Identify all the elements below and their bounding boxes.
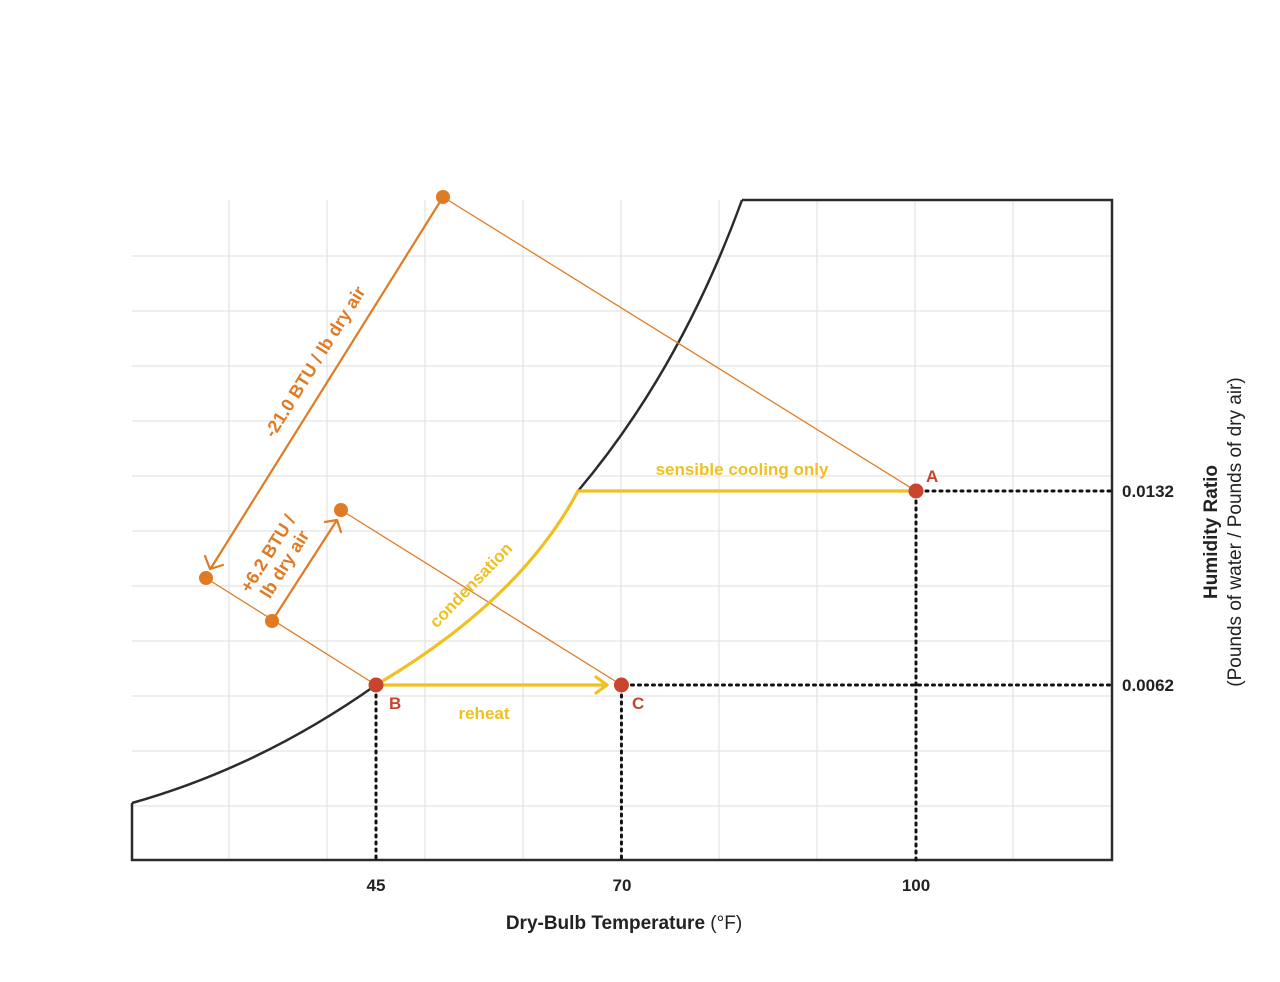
reheat-arrow-head [594,675,609,695]
y-axis-title-main: Humidity Ratio [1201,465,1222,599]
cooling-enthalpy-label: -21.0 BTU / lb dry air [260,283,369,441]
x-axis-title-main: Dry-Bulb Temperature [506,913,705,934]
y-tick-label: 0.0132 [1122,482,1174,501]
enthalpy-marker-b [199,571,213,585]
x-tick-label: 45 [367,876,386,895]
cooling-enthalpy-arrow-shaft [209,195,445,570]
sensible-cooling-label: sensible cooling only [656,460,829,479]
enthalpy-marker-b-reheat [265,614,279,628]
reheat-enthalpy-label: +6.2 BTU / lb dry air [236,511,313,602]
x-axis-title-unit: (°F) [710,913,742,934]
process-paths [374,489,918,695]
enthalpy-line-b [205,577,377,686]
point-label-b: B [389,694,401,713]
enthalpy-line-c [340,509,622,686]
y-axis-title-sub: (Pounds of water / Pounds of dry air) [1225,377,1246,686]
chart-frame [130,198,1114,862]
point-label-c: C [632,694,644,713]
state-points [368,483,924,693]
x-tick-label: 100 [902,876,930,895]
saturation-curve [131,199,744,805]
y-axis-title: Humidity Ratio (Pounds of water / Pounds… [1201,377,1246,686]
reheat-enthalpy-arrow-shaft [270,518,339,623]
point-label-a: A [926,467,938,486]
state-point-a [908,483,924,499]
enthalpy-construction [199,190,917,686]
enthalpy-marker-c [334,503,348,517]
condensation-path [374,489,580,687]
enthalpy-line-a [442,196,917,492]
state-point-b [368,677,384,693]
y-tick-label: 0.0062 [1122,676,1174,695]
cooling-enthalpy-arrow-head [203,554,225,571]
x-axis-title: Dry-Bulb Temperature (°F) [506,913,742,934]
enthalpy-marker-a [436,190,450,204]
guide-lines [374,489,1114,862]
grid-lines [132,200,1112,860]
reheat-enthalpy-arrow-head [323,518,343,534]
state-point-c [613,677,629,693]
x-tick-label: 70 [613,876,632,895]
reheat-label: reheat [458,704,509,723]
